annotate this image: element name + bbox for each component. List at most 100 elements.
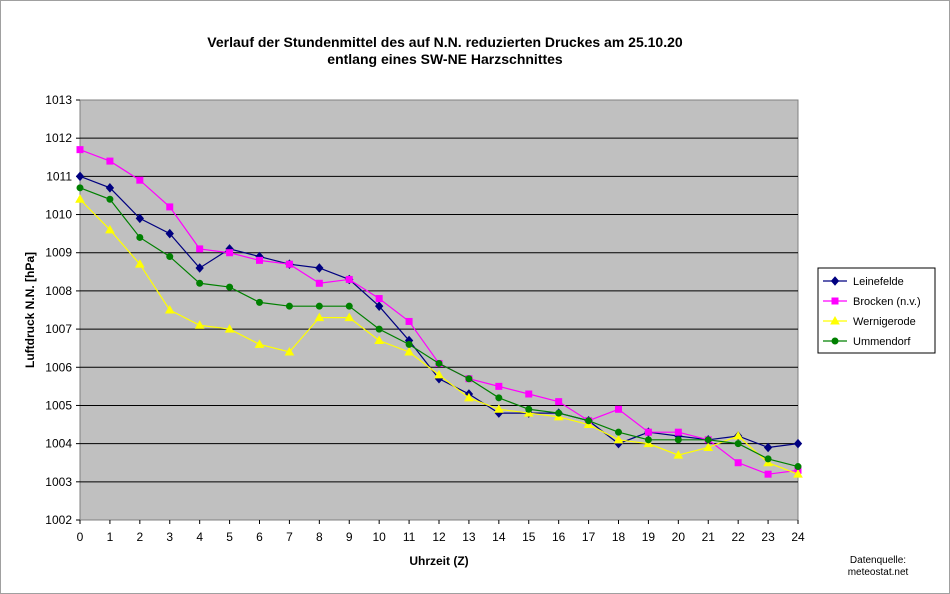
data-point	[284, 346, 295, 356]
data-point	[106, 157, 114, 165]
data-point	[764, 470, 772, 478]
x-tick-label: 12	[432, 530, 446, 544]
data-point	[75, 194, 85, 203]
data-point	[76, 184, 84, 192]
x-tick-label: 2	[136, 530, 143, 544]
data-point	[703, 442, 714, 451]
data-point	[105, 183, 115, 193]
y-tick-label: 1009	[45, 246, 72, 260]
data-point	[465, 375, 473, 383]
x-tick-label: 20	[672, 530, 686, 544]
legend-label: Brocken (n.v.)	[853, 296, 921, 308]
data-point	[75, 171, 85, 182]
series-wernigerode	[75, 194, 803, 478]
data-point	[256, 256, 263, 264]
data-point	[136, 176, 144, 184]
data-point	[495, 394, 503, 402]
legend-label: Wernigerode	[853, 316, 916, 328]
y-tick-label: 1008	[45, 284, 72, 298]
data-point	[256, 298, 263, 306]
data-point	[166, 203, 174, 211]
x-tick-label: 11	[403, 530, 416, 544]
data-point	[464, 392, 474, 402]
y-tick-label: 1004	[45, 437, 72, 451]
legend-item: Brocken (n.v.)	[823, 296, 921, 308]
x-tick-label: 4	[196, 530, 203, 544]
x-tick-label: 5	[226, 530, 233, 544]
data-point	[763, 442, 773, 453]
data-point	[226, 249, 234, 257]
series-group	[75, 146, 803, 478]
x-tick-label: 22	[731, 530, 745, 544]
x-tick-label: 1	[107, 530, 114, 544]
x-tick-label: 10	[372, 530, 386, 544]
data-point	[315, 263, 324, 273]
data-point	[166, 253, 174, 261]
x-tick-label: 21	[702, 530, 716, 544]
data-point	[644, 436, 652, 444]
x-tick-label: 13	[462, 530, 476, 544]
legend-label: Leinefelde	[853, 276, 904, 288]
data-point	[764, 455, 772, 463]
legend-label: Ummendorf	[853, 336, 911, 348]
x-tick-label: 6	[256, 530, 263, 544]
data-point	[495, 382, 503, 390]
data-point	[165, 228, 174, 239]
y-tick-label: 1002	[45, 513, 72, 527]
y-axis-label: Luftdruck N.N. [hPa]	[23, 252, 37, 368]
legend-marker	[831, 297, 839, 305]
x-tick-labels: 0 1 2 3 4 5 6 7 8 9 10 11 12 13 14 15 16 17 18 19 20 21 22 23 24	[77, 530, 805, 544]
data-point	[404, 346, 414, 356]
data-point	[76, 146, 84, 154]
data-point	[613, 434, 624, 444]
y-tick-label: 1011	[46, 169, 72, 183]
data-point	[136, 233, 144, 241]
y-tick-labels: 1002 1003 1004 1005 1006 1007 1008 1009 1010 1011…	[45, 93, 72, 527]
data-point	[164, 304, 175, 314]
data-point	[525, 405, 533, 413]
series-ummendorf	[76, 184, 802, 471]
data-point	[794, 463, 802, 471]
source-label: Datenquelle:	[850, 555, 906, 566]
x-tick-label: 14	[492, 530, 506, 544]
data-point	[345, 302, 353, 310]
data-point	[314, 312, 325, 322]
x-tick-label: 3	[166, 530, 173, 544]
data-point	[733, 430, 744, 440]
data-point	[315, 302, 323, 310]
data-point	[106, 195, 114, 203]
data-point	[555, 409, 563, 417]
data-point	[435, 359, 443, 367]
data-point	[374, 335, 385, 345]
x-tick-label: 7	[286, 530, 293, 544]
data-point	[674, 436, 682, 444]
data-point	[585, 417, 593, 425]
legend-marker	[831, 337, 839, 345]
x-tick-label: 8	[316, 530, 323, 544]
data-point	[674, 428, 682, 436]
chart-title: Verlauf der Stundenmittel des auf N.N. r…	[207, 34, 683, 50]
data-point	[375, 301, 384, 311]
data-point	[673, 450, 684, 459]
data-point	[525, 390, 533, 398]
x-tick-label: 19	[642, 530, 656, 544]
grid-lines	[76, 99, 799, 524]
data-point	[434, 369, 444, 379]
data-point	[345, 275, 353, 283]
legend-item: Wernigerode	[823, 315, 916, 328]
y-tick-label: 1013	[45, 93, 72, 107]
data-point	[194, 320, 205, 329]
y-tick-label: 1006	[45, 360, 72, 374]
data-point	[405, 340, 413, 348]
x-tick-label: 15	[522, 530, 536, 544]
data-point	[285, 260, 293, 268]
data-point	[195, 263, 204, 273]
x-tick-label: 16	[552, 530, 566, 544]
legend-item: Leinefelde	[823, 276, 904, 288]
legend-marker	[830, 315, 840, 325]
data-point	[196, 245, 204, 253]
data-point	[196, 279, 204, 287]
x-axis-label: Uhrzeit (Z)	[409, 554, 468, 568]
data-point	[555, 398, 563, 406]
